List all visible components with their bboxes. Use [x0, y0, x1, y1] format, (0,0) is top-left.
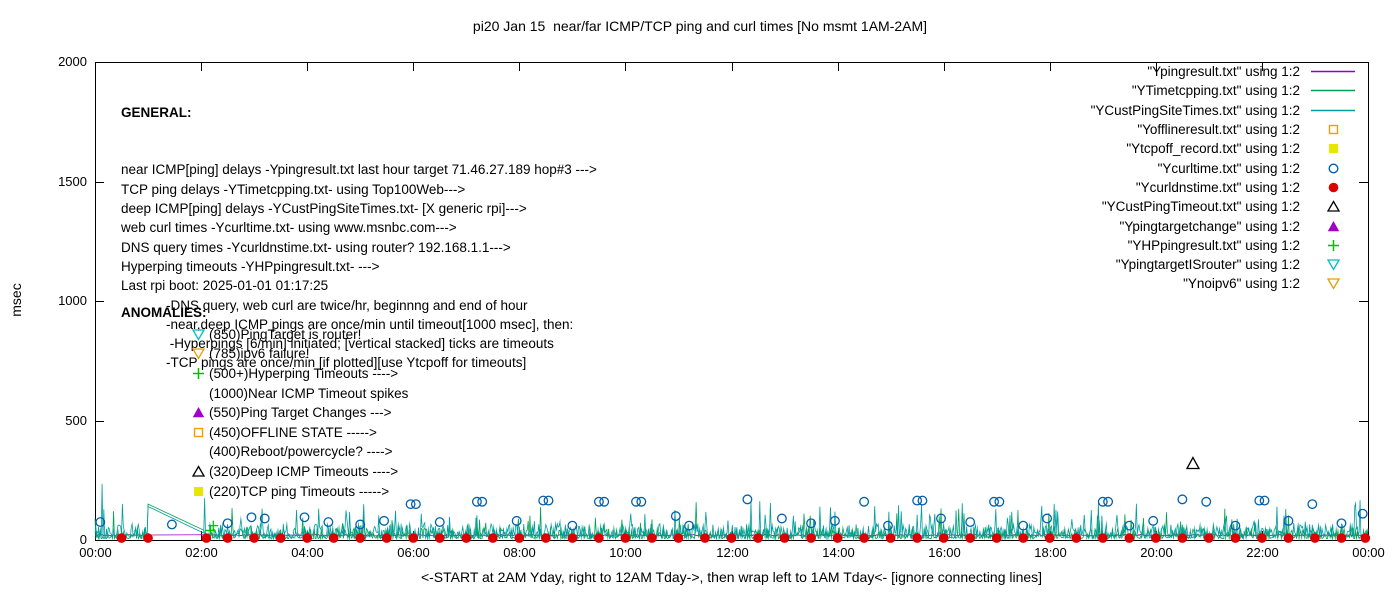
anomaly-text: (550)Ping Target Changes --->: [209, 405, 392, 421]
legend-item: "YCustPingTimeout.txt" using 1:2: [1091, 197, 1356, 216]
general-heading: GENERAL:: [121, 104, 192, 120]
general-line: deep ICMP[ping] delays -YCustPingSiteTim…: [121, 201, 527, 217]
general-line: TCP ping delays -YTimetcpping.txt- using…: [121, 181, 466, 197]
legend-item: "YCustPingSiteTimes.txt" using 1:2: [1091, 101, 1356, 120]
legend-item: "Yofflineresult.txt" using 1:2: [1091, 120, 1356, 139]
anomaly-item: (1000)Near ICMP Timeout spikes: [191, 383, 408, 403]
legend-label: "Ypingtargetchange" using 1:2: [1119, 218, 1300, 234]
general-line: -TCP pings are once/min [if plotted][use…: [121, 355, 527, 371]
plus-icon: [1310, 238, 1356, 252]
no-icon: [191, 445, 206, 459]
triangle-up-open-icon: [1310, 200, 1356, 214]
x-axis-label: <-START at 2AM Yday, right to 12AM Tday-…: [420, 569, 1043, 585]
triangle-down-open-icon: [1310, 258, 1356, 272]
general-line: -Hyperpings [6/min] initiated; [vertical…: [121, 336, 554, 352]
triangle-up-open-icon: [191, 464, 206, 478]
general-notes: GENERAL: near ICMP[ping] delays -Ypingre…: [121, 64, 597, 373]
general-line: -near,deep ICMP pings are once/min until…: [121, 316, 574, 332]
legend-label: "YpingtargetISrouter" using 1:2: [1115, 257, 1300, 273]
legend: "Ypingresult.txt" using 1:2 "YTimetcpping…: [1091, 62, 1356, 294]
legend-item: "Ycurltime.txt" using 1:2: [1091, 158, 1356, 177]
legend-item: "Ynoipv6" using 1:2: [1091, 274, 1356, 293]
legend-label: "Ytcpoff_record.txt" using 1:2: [1126, 141, 1300, 157]
general-line: Last rpi boot: 2025-01-01 01:17:25: [121, 278, 329, 294]
square-filled-icon: [1310, 142, 1356, 156]
anomaly-text: (400)Reboot/powercycle? ---->: [209, 444, 393, 460]
line-icon: [1310, 65, 1356, 79]
triangle-down-open-icon: [1310, 277, 1356, 291]
circle-open-icon: [1310, 161, 1356, 175]
chart-title: pi20 Jan 15 near/far ICMP/TCP ping and c…: [472, 18, 928, 34]
legend-label: "Ynoipv6" using 1:2: [1183, 276, 1300, 292]
anomaly-item: (550)Ping Target Changes --->: [191, 403, 408, 423]
general-line: DNS query times -Ycurldnstime.txt- using…: [121, 239, 511, 255]
anomaly-item: (220)TCP ping Timeouts ----->: [191, 481, 408, 501]
circle-filled-icon: [1310, 180, 1356, 194]
triangle-down-open-icon: [191, 327, 206, 341]
general-line: -DNS query, web curl are twice/hr, begin…: [121, 297, 528, 313]
no-icon: [191, 386, 206, 400]
anomalies-heading: ANOMALIES:: [121, 305, 207, 320]
anomaly-item: (320)Deep ICMP Timeouts ---->: [191, 462, 408, 482]
legend-item: "Ypingresult.txt" using 1:2: [1091, 62, 1356, 81]
anomalies-notes: ANOMALIES: (850)PingTarget is router! (78…: [121, 305, 408, 501]
anomaly-item: (400)Reboot/powercycle? ---->: [191, 442, 408, 462]
triangle-up-filled-icon: [191, 406, 206, 420]
anomaly-text: (450)OFFLINE STATE ----->: [209, 424, 377, 440]
legend-label: "Yofflineresult.txt" using 1:2: [1137, 122, 1300, 138]
legend-label: "YCustPingTimeout.txt" using 1:2: [1101, 199, 1300, 215]
anomaly-item: (850)PingTarget is router!: [191, 325, 408, 345]
plus-icon: [191, 366, 206, 380]
square-filled-icon: [191, 484, 206, 498]
general-line: web curl times -Ycurltime.txt- using www…: [121, 220, 457, 236]
anomaly-text: (850)PingTarget is router!: [209, 326, 362, 342]
triangle-down-open-icon: [191, 347, 206, 361]
legend-item: "YTimetcpping.txt" using 1:2: [1091, 81, 1356, 100]
line-icon: [1310, 84, 1356, 98]
legend-label: "YTimetcpping.txt" using 1:2: [1131, 83, 1300, 99]
legend-item: "Ypingtargetchange" using 1:2: [1091, 216, 1356, 235]
legend-item: "YHPpingresult.txt" using 1:2: [1091, 236, 1356, 255]
legend-label: "YHPpingresult.txt" using 1:2: [1127, 237, 1300, 253]
y-axis-label: msec: [8, 283, 24, 317]
legend-item: "Ycurldnstime.txt" using 1:2: [1091, 178, 1356, 197]
legend-item: "Ytcpoff_record.txt" using 1:2: [1091, 139, 1356, 158]
square-open-icon: [191, 425, 206, 439]
legend-label: "YCustPingSiteTimes.txt" using 1:2: [1090, 102, 1300, 118]
anomaly-item: (450)OFFLINE STATE ----->: [191, 422, 408, 442]
anomaly-text: (320)Deep ICMP Timeouts ---->: [209, 463, 399, 479]
anomaly-text: (220)TCP ping Timeouts ----->: [209, 483, 390, 499]
legend-label: "Ycurldnstime.txt" using 1:2: [1135, 179, 1300, 195]
triangle-up-filled-icon: [1310, 219, 1356, 233]
general-line: Hyperping timeouts -YHPpingresult.txt- -…: [121, 258, 380, 274]
legend-label: "Ycurltime.txt" using 1:2: [1157, 160, 1300, 176]
anomaly-item: (500+)Hyperping Timeouts ---->: [191, 364, 408, 384]
general-line: near ICMP[ping] delays -Ypingresult.txt …: [121, 162, 597, 178]
legend-label: "Ypingresult.txt" using 1:2: [1147, 64, 1300, 80]
anomaly-item: (785)ipv6 failure!: [191, 344, 408, 364]
anomaly-text: (1000)Near ICMP Timeout spikes: [209, 385, 409, 401]
anomaly-text: (785)ipv6 failure!: [209, 346, 310, 362]
anomaly-text: (500+)Hyperping Timeouts ---->: [209, 365, 399, 381]
legend-item: "YpingtargetISrouter" using 1:2: [1091, 255, 1356, 274]
square-open-icon: [1310, 123, 1356, 137]
line-icon: [1310, 103, 1356, 117]
